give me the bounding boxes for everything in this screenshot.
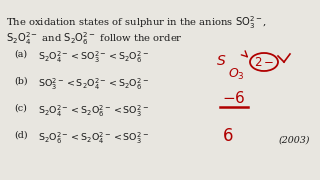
Text: (2003): (2003) (278, 136, 310, 145)
Text: $\mathit{6}$: $\mathit{6}$ (222, 128, 234, 145)
Text: $\mathit{O_3}$: $\mathit{O_3}$ (228, 67, 245, 82)
Text: $\mathrm{SO_3^{2-} < S_2O_4^{2-} < S_2O_6^{2-}}$: $\mathrm{SO_3^{2-} < S_2O_4^{2-} < S_2O_… (38, 77, 149, 92)
Text: $\mathit{S}$: $\mathit{S}$ (216, 54, 226, 68)
Text: (a): (a) (14, 50, 27, 59)
Text: $\mathrm{S_2O_4^{2-}}$ and $\mathrm{S_2O_6^{2-}}$ follow the order: $\mathrm{S_2O_4^{2-}}$ and $\mathrm{S_2O… (6, 30, 183, 47)
Text: (d): (d) (14, 131, 28, 140)
Text: (b): (b) (14, 77, 28, 86)
Text: $\mathit{-6}$: $\mathit{-6}$ (222, 90, 245, 106)
Text: (c): (c) (14, 104, 27, 113)
Text: $\mathrm{S_2O_4^{2-} < S_2O_6^{2-} < SO_3^{2-}}$: $\mathrm{S_2O_4^{2-} < S_2O_6^{2-} < SO_… (38, 104, 149, 119)
Text: $\mathrm{S_2O_6^{2-} < S_2O_4^{2-} < SO_3^{2-}}$: $\mathrm{S_2O_6^{2-} < S_2O_4^{2-} < SO_… (38, 131, 149, 146)
Text: $\mathit{2-}$: $\mathit{2-}$ (254, 57, 274, 69)
Text: The oxidation states of sulphur in the anions $\mathrm{SO_3^{2-}}$,: The oxidation states of sulphur in the a… (6, 14, 267, 31)
Text: $\mathrm{S_2O_4^{2-} < SO_3^{2-} < S_2O_6^{2-}}$: $\mathrm{S_2O_4^{2-} < SO_3^{2-} < S_2O_… (38, 50, 149, 65)
